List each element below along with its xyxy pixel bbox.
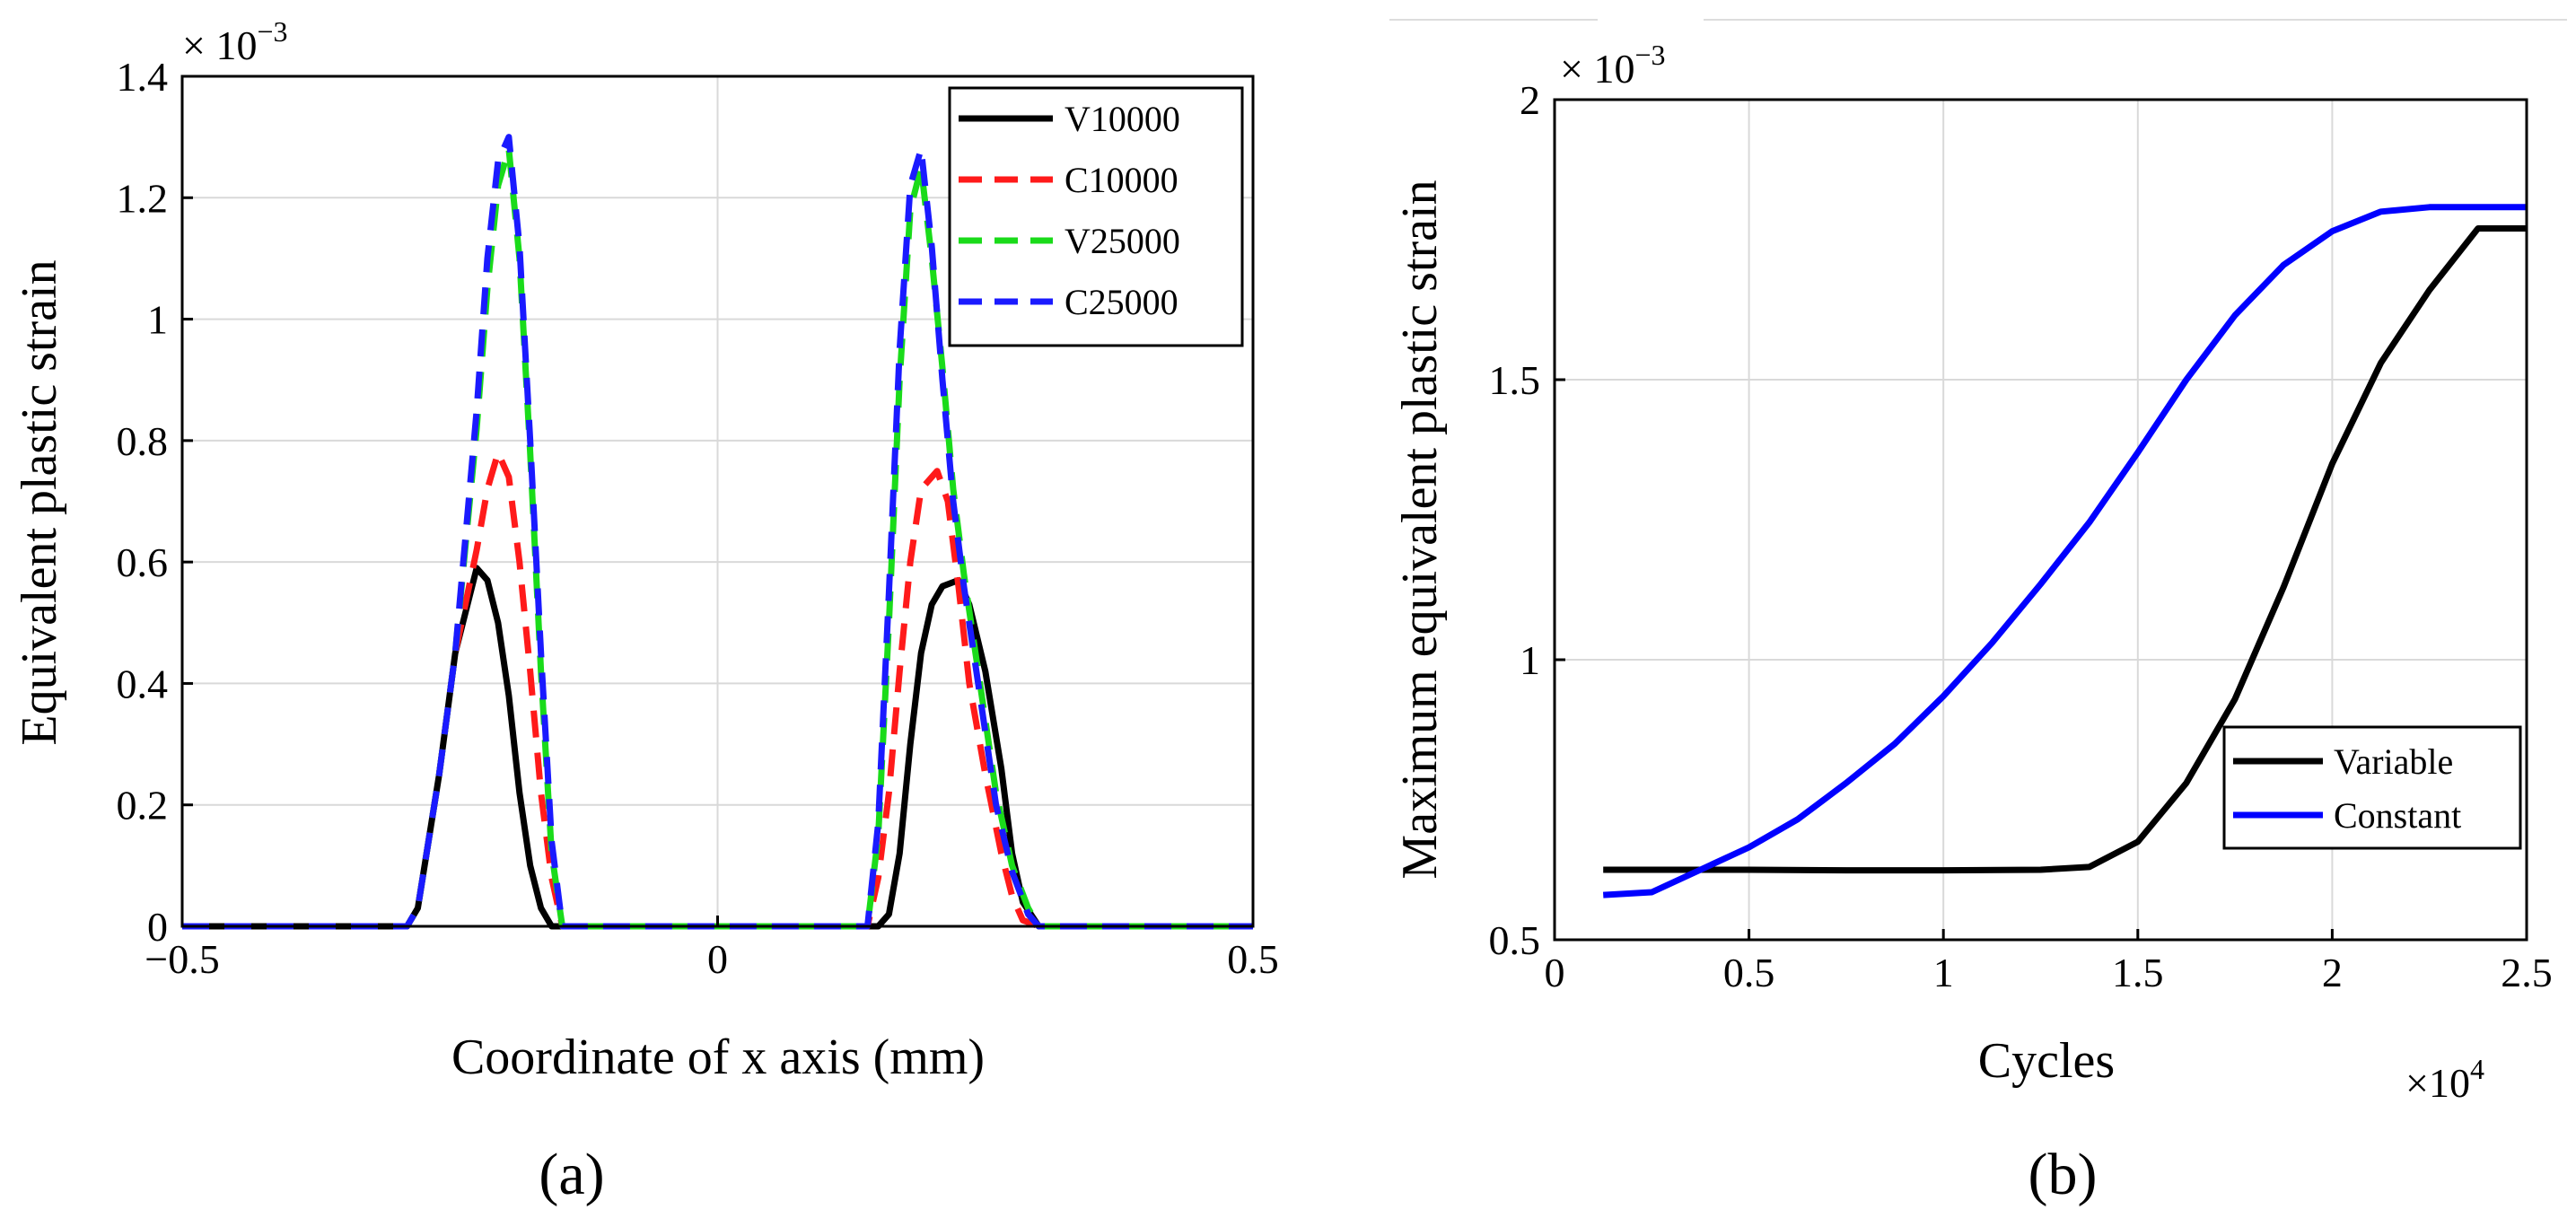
legend-label-a-c10000: C10000 bbox=[1065, 160, 1178, 200]
plot-frame-b bbox=[1553, 98, 2528, 942]
y-tick-label-b-0: 0.5 bbox=[1489, 917, 1541, 963]
y-multiplier-exp-a: −3 bbox=[257, 15, 287, 48]
y-tick-label-a-1: 0.2 bbox=[117, 783, 169, 828]
series-layer-b bbox=[1602, 204, 2527, 898]
series-line-b-constant bbox=[1602, 204, 2527, 898]
y-axis-label-b: Maximum equivalent plastic strain bbox=[1392, 180, 1448, 879]
y-tick-label-a-6: 1.2 bbox=[117, 175, 169, 221]
y-tick-label-b-3: 2 bbox=[1520, 77, 1540, 123]
panel-b: 0 0.5 1 1.5 2 2.50.511.52 × 10−3 ×104 Cycles … bbox=[1392, 39, 2553, 1207]
y-tick-label-a-2: 0.4 bbox=[117, 661, 169, 706]
legend-b: Variable Constant bbox=[2222, 725, 2522, 850]
y-tick-label-a-5: 1 bbox=[147, 297, 168, 343]
x-tick-label-b-0: 0 bbox=[1545, 950, 1565, 995]
series-line-a-c25000 bbox=[182, 134, 1253, 930]
y-multiplier-a: × 10−3 bbox=[182, 15, 288, 68]
legend-a: V10000 C10000 V25000 C25000 bbox=[948, 86, 1244, 347]
x-axis-label-a: Coordinate of x axis (mm) bbox=[451, 1030, 985, 1085]
x-tick-label-b-1: 0.5 bbox=[1723, 950, 1775, 995]
y-tick-label-a-4: 0.8 bbox=[117, 418, 169, 464]
legend-box-b bbox=[2222, 725, 2522, 850]
y-tick-label-b-2: 1.5 bbox=[1489, 357, 1541, 403]
x-multiplier-b: ×104 bbox=[2405, 1053, 2484, 1106]
x-tick-label-a-1: 0 bbox=[707, 936, 728, 982]
panel-a: −0.5 0 0.500.20.40.60.811.21.4 × 10−3 Coor… bbox=[12, 15, 1279, 1207]
x-tick-label-b-5: 2.5 bbox=[2501, 950, 2553, 995]
y-axis-label-a: Equivalent plastic strain bbox=[12, 259, 67, 745]
y-tick-label-a-0: 0 bbox=[147, 904, 168, 950]
y-multiplier-b: × 10−3 bbox=[1560, 39, 1666, 92]
legend-items-b: Variable Constant bbox=[2233, 741, 2461, 836]
series-line-a-v10000 bbox=[182, 565, 1253, 930]
x-axis-label-b: Cycles bbox=[1978, 1033, 2115, 1089]
legend-label-b-variable: Variable bbox=[2334, 741, 2453, 782]
series-layer-a bbox=[182, 134, 1253, 930]
y-tick-label-b-1: 1 bbox=[1520, 637, 1540, 683]
y-tick-label-a-3: 0.6 bbox=[117, 539, 169, 585]
panel-label-a: (a) bbox=[539, 1142, 604, 1207]
x-multiplier-exp-b: 4 bbox=[2470, 1053, 2484, 1085]
legend-label-a-v25000: V25000 bbox=[1065, 221, 1180, 261]
legend-items-a: V10000 C10000 V25000 C25000 bbox=[959, 99, 1180, 322]
x-tick-label-b-2: 1 bbox=[1933, 950, 1954, 995]
x-tick-label-b-3: 1.5 bbox=[2112, 950, 2164, 995]
legend-label-a-v10000: V10000 bbox=[1065, 99, 1180, 139]
x-tick-label-b-4: 2 bbox=[2322, 950, 2343, 995]
legend-label-a-c25000: C25000 bbox=[1065, 282, 1178, 322]
y-multiplier-exp-b: −3 bbox=[1634, 39, 1665, 71]
legend-label-b-constant: Constant bbox=[2334, 795, 2461, 836]
ticks-b: 0 0.5 1 1.5 2 2.50.511.52 bbox=[1489, 77, 2553, 995]
series-line-a-c10000 bbox=[182, 449, 1253, 930]
x-tick-label-a-2: 0.5 bbox=[1227, 936, 1279, 982]
series-line-b-variable bbox=[1603, 225, 2527, 874]
panel-label-b: (b) bbox=[2028, 1142, 2098, 1207]
x-tick-label-a-0: −0.5 bbox=[145, 936, 219, 982]
ticks-a: −0.5 0 0.500.20.40.60.811.21.4 bbox=[117, 54, 1279, 982]
y-tick-label-a-7: 1.4 bbox=[117, 54, 169, 100]
